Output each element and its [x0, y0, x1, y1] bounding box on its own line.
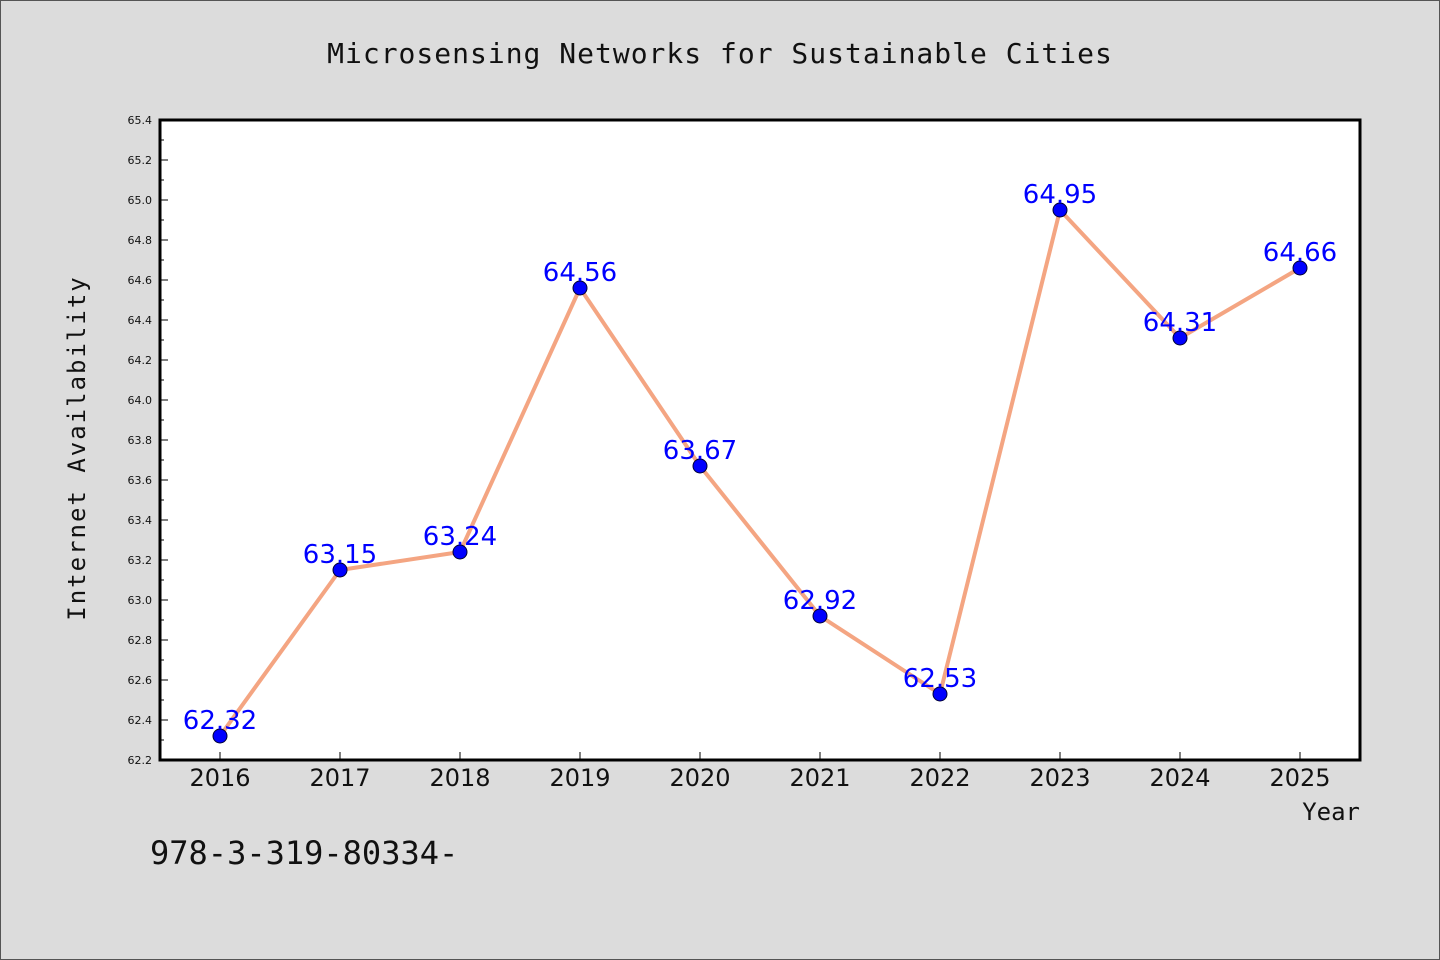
- data-point-marker: [812, 608, 828, 624]
- plot-area: [158, 118, 1362, 762]
- data-point-marker: [212, 728, 228, 744]
- y-tick-label: 65.2: [128, 154, 153, 167]
- y-tick-label: 64.4: [128, 314, 153, 327]
- y-tick-label: 62.4: [128, 714, 153, 727]
- y-tick-label: 63.4: [128, 514, 153, 527]
- data-label: 64.95: [1023, 180, 1097, 210]
- data-label: 62.53: [903, 664, 977, 694]
- y-tick-label: 62.8: [128, 634, 153, 647]
- x-tick-label: 2025: [1269, 764, 1330, 792]
- x-axis-label: Year: [1302, 798, 1360, 826]
- x-axis: 2016 2017 2018 2019 2020 2021 2022 2023 2024 2025: [189, 752, 1331, 792]
- data-point-marker: [332, 562, 348, 578]
- y-tick-label: 64.2: [128, 354, 153, 367]
- y-tick-label: 65.0: [128, 194, 153, 207]
- data-label: 62.92: [783, 586, 857, 616]
- x-tick-label: 2019: [549, 764, 610, 792]
- y-tick-label: 64.0: [128, 394, 153, 407]
- y-tick-label: 63.8: [128, 434, 153, 447]
- x-tick-label: 2017: [309, 764, 370, 792]
- data-point-marker: [1172, 330, 1188, 346]
- chart-title: Microsensing Networks for Sustainable Ci…: [327, 37, 1113, 70]
- x-tick-label: 2023: [1029, 764, 1090, 792]
- data-label-group: 62.32 63.15 63.24 64.56 63.67 62.92 62.53 64.95…: [183, 180, 1337, 736]
- series-line-group: [218, 208, 1302, 738]
- data-point-marker: [692, 458, 708, 474]
- y-tick-label: 63.0: [128, 594, 153, 607]
- y-tick-label: 64.8: [128, 234, 153, 247]
- data-label: 63.24: [423, 522, 497, 552]
- x-tick-label: 2020: [669, 764, 730, 792]
- y-tick-label: 63.2: [128, 554, 153, 567]
- x-tick-label: 2016: [189, 764, 250, 792]
- x-tick-label: 2018: [429, 764, 490, 792]
- y-tick-label: 62.2: [128, 754, 153, 767]
- data-label: 64.31: [1143, 308, 1217, 338]
- series-line: [218, 208, 1302, 738]
- data-point-marker: [572, 280, 588, 296]
- y-tick-label: 64.6: [128, 274, 153, 287]
- data-point-marker: [1292, 260, 1308, 276]
- data-label: 64.56: [543, 258, 617, 288]
- y-axis-label: Internet Availability: [63, 275, 91, 620]
- data-point-marker: [932, 686, 948, 702]
- y-tick-label: 65.4: [128, 114, 153, 127]
- y-tick-label: 63.6: [128, 474, 153, 487]
- y-axis: 62.2 62.4 62.6 62.8 63.0 63.2 63.4 63.6 63.8 64.0…: [128, 114, 168, 767]
- data-label: 64.66: [1263, 238, 1337, 268]
- footer-text: 978-3-319-80334-: [150, 834, 458, 872]
- data-point-marker: [1052, 202, 1068, 218]
- data-point-marker: [452, 544, 468, 560]
- x-tick-label: 2022: [909, 764, 970, 792]
- marker-group: [212, 202, 1308, 744]
- x-tick-label: 2024: [1149, 764, 1210, 792]
- data-label: 63.67: [663, 436, 737, 466]
- y-tick-label: 62.6: [128, 674, 153, 687]
- x-tick-label: 2021: [789, 764, 850, 792]
- data-label: 63.15: [303, 540, 377, 570]
- data-label: 62.32: [183, 706, 257, 736]
